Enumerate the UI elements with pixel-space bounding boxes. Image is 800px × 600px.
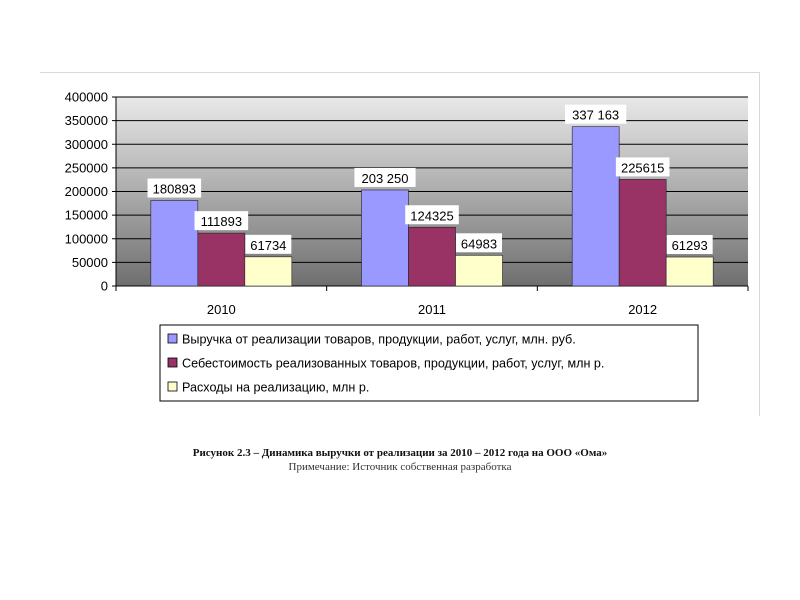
data-label: 111893 — [201, 214, 242, 229]
data-label: 203 250 — [362, 171, 409, 186]
data-label-box — [666, 235, 713, 255]
chart-frame — [40, 72, 760, 416]
data-label-box — [565, 104, 627, 124]
bar — [455, 254, 503, 287]
x-tick-label: 2012 — [628, 302, 657, 317]
bar — [665, 256, 714, 287]
bar — [244, 256, 293, 287]
x-tick-label: 2011 — [418, 302, 446, 317]
bar — [408, 226, 456, 287]
legend-swatch — [167, 357, 178, 368]
y-tick-label: 300000 — [65, 137, 108, 152]
bar — [197, 232, 246, 287]
legend-label: Себестоимость реализованных товаров, про… — [182, 357, 604, 371]
data-label: 61734 — [250, 238, 286, 253]
figure-caption: Рисунок 2.3 – Динамика выручки от реализ… — [192, 447, 608, 459]
data-label-box — [147, 178, 202, 198]
data-label-box — [194, 211, 249, 231]
bar — [618, 179, 667, 287]
y-tick-label: 250000 — [65, 160, 108, 175]
data-label: 225615 — [621, 160, 664, 175]
data-label: 64983 — [461, 236, 497, 251]
legend-box — [159, 324, 699, 402]
y-tick-label: 150000 — [65, 208, 108, 223]
figure-note: Примечание: Источник собственная разрабо… — [288, 461, 512, 473]
data-label: 61293 — [672, 238, 708, 253]
x-tick-label: 2010 — [207, 302, 236, 317]
data-label-box — [354, 167, 416, 187]
data-label-box — [615, 157, 670, 177]
legend-label: Расходы на реализацию, млн р. — [182, 381, 369, 395]
data-label-box — [405, 205, 459, 225]
data-label-box — [456, 233, 502, 253]
data-label: 124325 — [410, 208, 453, 223]
y-tick-label: 0 — [101, 279, 108, 294]
y-tick-label: 50000 — [72, 255, 108, 270]
bar — [571, 126, 620, 287]
y-tick-label: 350000 — [65, 113, 108, 128]
y-tick-label: 200000 — [65, 184, 108, 199]
legend-label: Выручка от реализации товаров, продукции… — [182, 333, 576, 347]
legend-swatch — [167, 333, 178, 344]
legend-swatch — [167, 381, 178, 392]
bar — [150, 200, 199, 287]
data-label: 337 163 — [572, 108, 619, 123]
data-label: 180893 — [153, 182, 196, 197]
bar — [361, 189, 409, 287]
y-tick-label: 100000 — [65, 231, 108, 246]
y-tick-label: 400000 — [65, 90, 108, 105]
data-label-box — [245, 234, 292, 254]
